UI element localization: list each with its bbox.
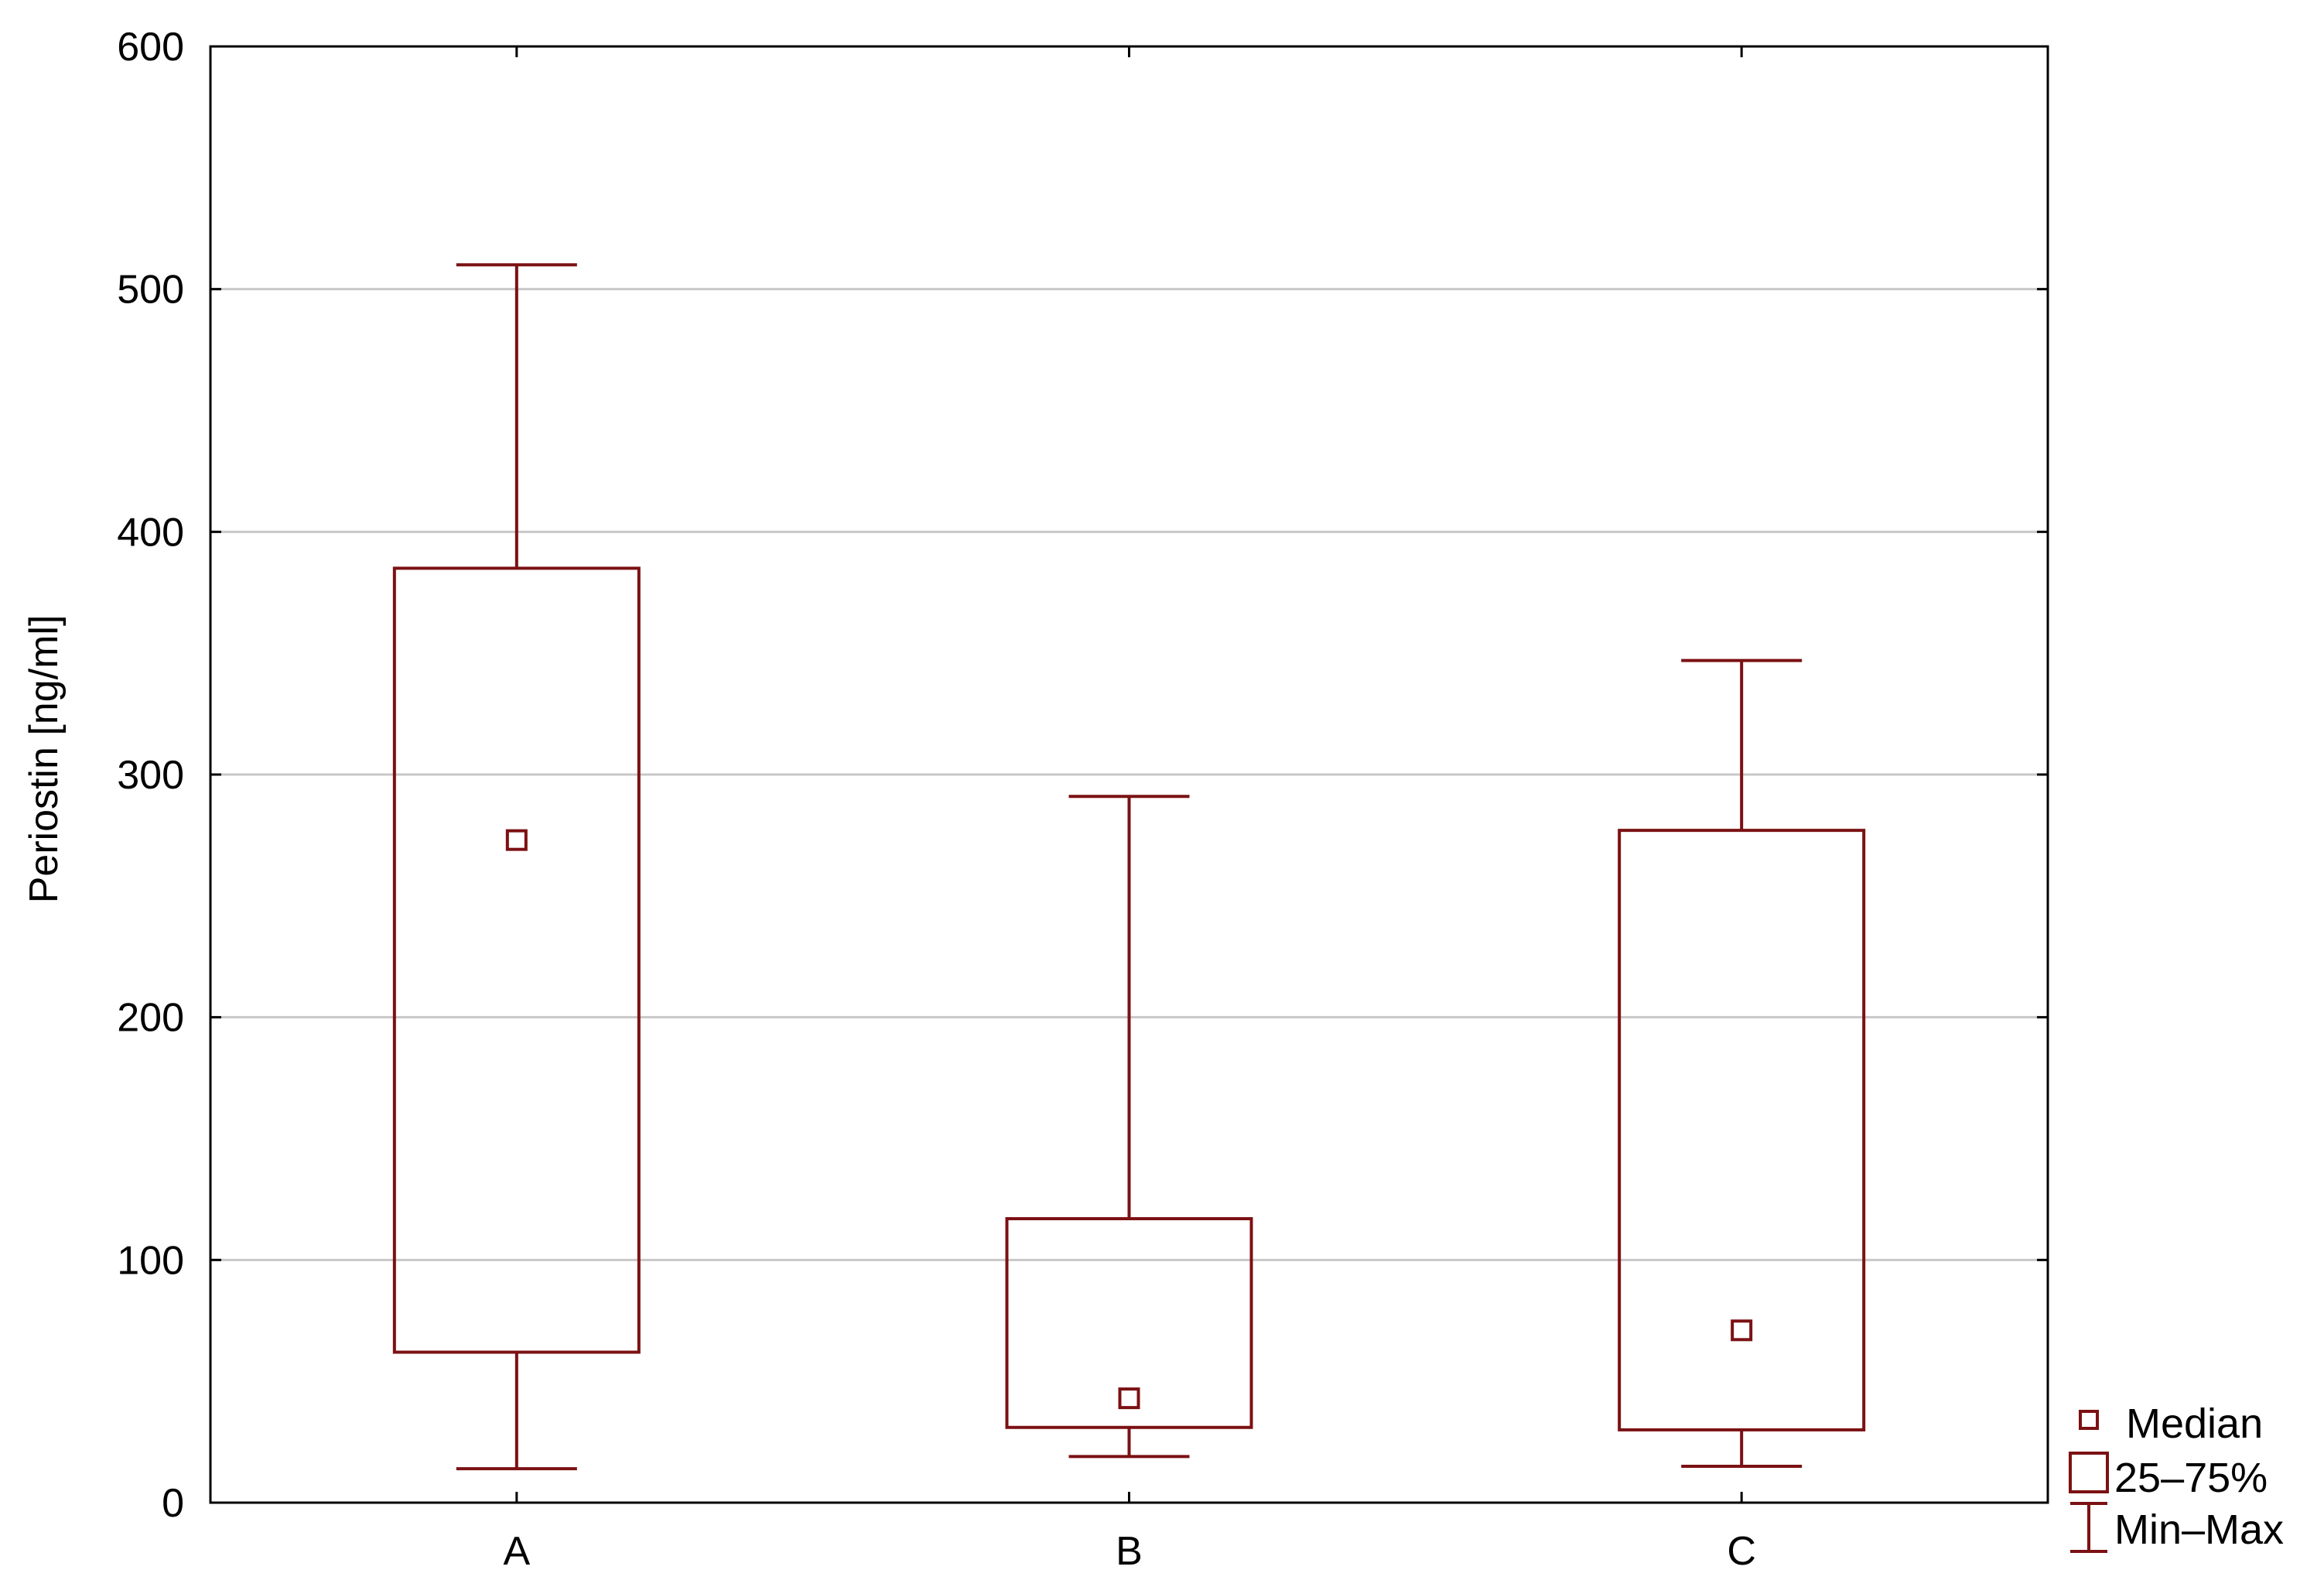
iqr-box	[1618, 829, 1866, 1431]
iqr-box	[1005, 1217, 1253, 1429]
x-tick-labels: A B C	[503, 1529, 1755, 1574]
legend-box-symbol	[2069, 1452, 2109, 1493]
box-series	[392, 263, 1866, 1471]
x-tick-label-b: B	[1116, 1529, 1143, 1574]
iqr-box	[392, 566, 641, 1354]
y-tick-label: 600	[117, 25, 184, 70]
median-marker	[1118, 1387, 1140, 1410]
x-tick-label-c: C	[1727, 1529, 1756, 1574]
legend-label-whisker: Min–Max	[2114, 1507, 2284, 1553]
y-tick-labels: 0 100 200 300 400 500 600	[117, 25, 184, 1526]
y-tick-label: 500	[117, 268, 184, 313]
box-group-c	[1618, 658, 1866, 1468]
y-tick-label: 400	[117, 510, 184, 555]
legend-label-box: 25–75%	[2114, 1455, 2268, 1501]
median-marker	[505, 829, 528, 851]
y-tick-label: 100	[117, 1238, 184, 1283]
legend: Median 25–75% Min–Max	[2069, 1401, 2284, 1553]
box-group-a	[392, 263, 641, 1471]
box-group-b	[1005, 795, 1253, 1459]
y-tick-label: 300	[117, 753, 184, 798]
legend-median-symbol	[2079, 1410, 2099, 1430]
y-tick-label: 0	[162, 1481, 184, 1526]
x-tick-label-a: A	[503, 1529, 530, 1574]
legend-label-median: Median	[2126, 1401, 2263, 1447]
axis-ticks	[210, 45, 2048, 1504]
median-marker	[1731, 1319, 1753, 1342]
y-axis-title: Periostin [ng/ml]	[22, 615, 67, 904]
y-tick-label: 200	[117, 996, 184, 1041]
